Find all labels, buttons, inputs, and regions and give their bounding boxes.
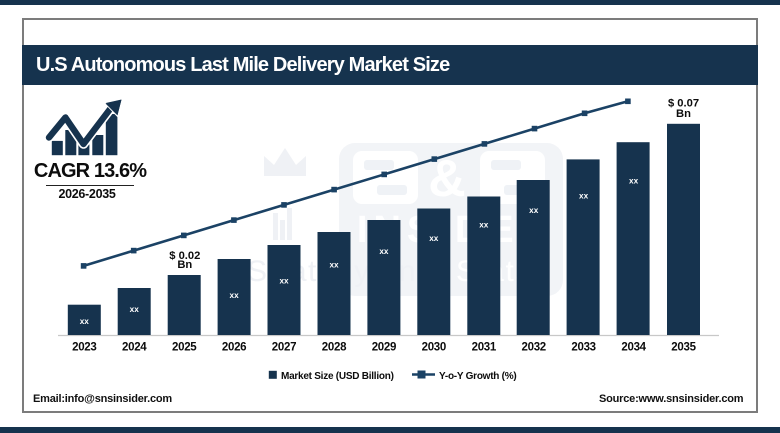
svg-text:xx: xx <box>629 177 639 186</box>
svg-text:xx: xx <box>579 191 589 200</box>
svg-text:2026: 2026 <box>222 342 246 354</box>
svg-text:2030: 2030 <box>422 342 446 354</box>
svg-text:xx: xx <box>329 261 339 270</box>
svg-text:Bn: Bn <box>676 108 691 120</box>
svg-text:Bn: Bn <box>177 259 192 271</box>
svg-text:2032: 2032 <box>522 342 546 354</box>
svg-text:2023: 2023 <box>72 342 96 354</box>
svg-text:Y-o-Y Growth (%): Y-o-Y Growth (%) <box>439 371 516 382</box>
svg-text:xx: xx <box>279 276 289 285</box>
svg-text:Market Size (USD Billion): Market Size (USD Billion) <box>281 371 394 382</box>
svg-text:2033: 2033 <box>571 342 595 354</box>
svg-text:xx: xx <box>379 247 389 256</box>
svg-text:xx: xx <box>479 221 489 230</box>
svg-text:2025: 2025 <box>172 342 197 354</box>
svg-text:2034: 2034 <box>621 342 646 354</box>
svg-text:2035: 2035 <box>671 342 696 354</box>
svg-text:2027: 2027 <box>272 342 296 354</box>
svg-text:xx: xx <box>429 234 439 243</box>
svg-text:2028: 2028 <box>322 342 347 354</box>
svg-text:2029: 2029 <box>372 342 396 354</box>
svg-text:xx: xx <box>80 317 90 326</box>
svg-text:xx: xx <box>529 206 539 215</box>
svg-text:2031: 2031 <box>472 342 497 354</box>
svg-text:2024: 2024 <box>122 342 147 354</box>
svg-text:xx: xx <box>130 305 140 314</box>
svg-text:$ 0.02: $ 0.02 <box>169 250 200 262</box>
svg-text:xx: xx <box>230 291 240 300</box>
svg-text:$ 0.07: $ 0.07 <box>668 98 699 110</box>
